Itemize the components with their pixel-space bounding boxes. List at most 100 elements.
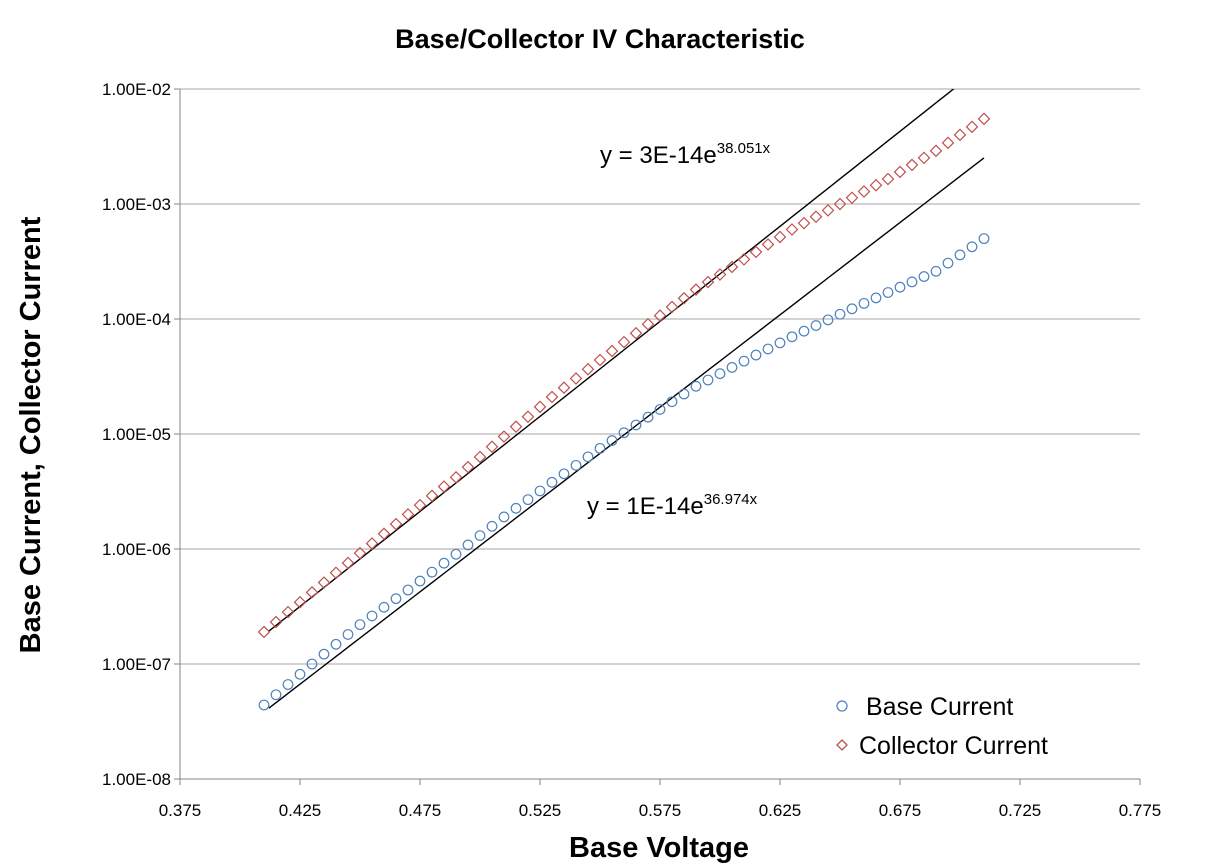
data-point — [666, 396, 678, 408]
data-point — [498, 511, 510, 523]
data-point — [438, 557, 450, 569]
data-point — [617, 335, 631, 349]
data-point — [977, 112, 991, 126]
data-point — [714, 368, 726, 380]
legend: Base Current Collector Current — [836, 693, 1048, 760]
data-point — [293, 595, 307, 609]
data-point — [942, 257, 954, 269]
chart-title: Base/Collector IV Characteristic — [395, 24, 805, 54]
trendline-equation-collector: y = 3E-14e38.051x — [600, 140, 771, 169]
data-point — [450, 548, 462, 560]
data-point — [317, 576, 331, 589]
data-point — [786, 331, 798, 343]
data-point — [726, 362, 738, 373]
data-point — [906, 276, 918, 288]
data-point — [929, 144, 943, 158]
data-point — [558, 468, 570, 480]
data-point — [258, 699, 270, 711]
y-tick-label: 1.00E-08 — [102, 770, 171, 789]
data-point — [594, 442, 606, 454]
data-point — [953, 128, 967, 142]
x-tick-labels: 0.375 0.425 0.475 0.525 0.575 0.625 0.675 0.725… — [159, 801, 1162, 820]
data-point — [810, 320, 822, 331]
data-point — [737, 253, 751, 266]
data-point — [869, 178, 883, 192]
data-point — [629, 326, 643, 340]
data-point — [618, 427, 630, 439]
trendlines — [268, 89, 985, 709]
data-point — [569, 372, 583, 385]
trendline-equation-collector-base: y = 3E-14e — [600, 142, 717, 169]
data-point — [750, 349, 762, 361]
x-tick-label: 0.525 — [519, 801, 562, 820]
data-point — [401, 508, 415, 521]
data-point — [462, 539, 474, 551]
data-point — [858, 297, 870, 309]
data-point — [749, 245, 763, 259]
trendline-equation-collector-exponent: 38.051x — [717, 140, 771, 157]
data-point — [413, 498, 427, 512]
data-point — [306, 658, 318, 670]
data-point — [606, 435, 618, 446]
data-point — [822, 314, 834, 326]
data-point — [510, 502, 522, 514]
data-point — [797, 216, 811, 230]
data-point — [882, 287, 894, 298]
data-point — [713, 268, 727, 281]
data-point — [798, 325, 810, 337]
data-point — [774, 337, 786, 349]
data-point — [762, 343, 774, 355]
data-point — [474, 530, 486, 541]
legend-label-collector-current: Collector Current — [859, 732, 1048, 760]
axes — [179, 89, 1141, 785]
y-tick-labels: 1.00E-02 1.00E-03 1.00E-04 1.00E-05 1.00E-06… — [102, 80, 171, 789]
data-point — [485, 440, 499, 454]
data-point — [509, 420, 523, 434]
data-point — [894, 281, 906, 293]
data-point — [437, 480, 451, 493]
data-point — [593, 353, 607, 367]
data-point — [342, 629, 354, 640]
data-point — [270, 689, 282, 701]
data-point — [642, 411, 654, 423]
data-point — [954, 249, 966, 261]
data-point — [581, 362, 595, 376]
data-point — [893, 165, 907, 179]
data-series — [257, 112, 991, 711]
legend-marker-base-current — [836, 700, 848, 712]
x-tick-label: 0.475 — [399, 801, 442, 820]
data-point — [557, 381, 571, 395]
data-point — [917, 151, 931, 165]
data-point — [281, 605, 295, 619]
data-point — [809, 210, 823, 224]
data-point — [690, 380, 702, 392]
data-point — [761, 238, 775, 251]
data-point — [570, 459, 582, 471]
x-tick-label: 0.425 — [279, 801, 322, 820]
data-point — [641, 317, 655, 331]
trendline-collector — [268, 89, 955, 632]
trendline-equation-base: y = 1E-14e36.974x — [587, 491, 758, 520]
data-point — [689, 283, 703, 296]
data-point — [522, 494, 534, 506]
data-point — [257, 625, 271, 639]
data-point — [294, 668, 306, 680]
data-point — [845, 191, 859, 205]
legend-marker-collector-current — [836, 739, 848, 751]
data-point — [701, 275, 715, 289]
data-point — [546, 476, 558, 488]
y-tick-label: 1.00E-06 — [102, 540, 171, 559]
x-tick-label: 0.675 — [879, 801, 922, 820]
data-point — [269, 615, 283, 629]
data-point — [725, 260, 739, 274]
data-point — [414, 575, 426, 587]
data-point — [978, 233, 990, 245]
data-point — [305, 585, 319, 599]
data-point — [533, 400, 547, 414]
x-tick-label: 0.375 — [159, 801, 202, 820]
data-point — [773, 230, 787, 244]
y-tick-label: 1.00E-02 — [102, 80, 171, 99]
trendline-base — [268, 157, 985, 709]
data-point — [738, 355, 750, 367]
data-point — [966, 241, 978, 253]
